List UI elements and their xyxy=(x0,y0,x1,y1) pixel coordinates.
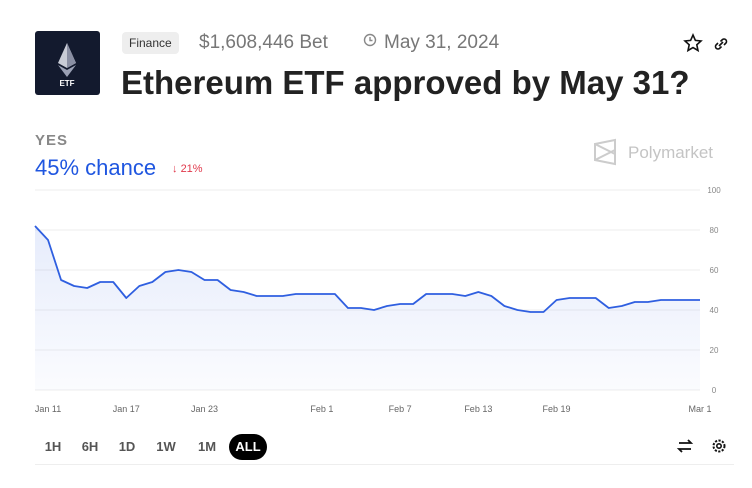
y-tick-label: 20 xyxy=(710,346,719,355)
link-button[interactable] xyxy=(712,35,730,53)
clock-icon xyxy=(363,33,377,47)
change-value: 21% xyxy=(180,163,203,175)
divider xyxy=(35,464,734,465)
category-tag[interactable]: Finance xyxy=(122,32,179,54)
range-button[interactable]: 1M xyxy=(197,439,217,454)
y-tick-label: 80 xyxy=(710,226,719,235)
swap-button[interactable] xyxy=(676,437,694,455)
range-button[interactable]: ALL xyxy=(229,434,267,460)
outcome-label: YES xyxy=(35,132,69,146)
y-tick-label: 40 xyxy=(710,306,719,315)
x-tick-label: Jan 23 xyxy=(191,404,218,414)
market-icon: ETF xyxy=(35,31,100,95)
x-tick-label: Jan 17 xyxy=(113,404,140,414)
line-area xyxy=(35,226,700,390)
range-button[interactable]: 1W xyxy=(156,439,176,454)
y-tick-label: 100 xyxy=(707,186,721,195)
range-button[interactable]: 6H xyxy=(81,439,99,454)
chart: 0 20 40 60 80 100 Jan 11 Jan 17 Jan 23 Feb 1 Feb 7… xyxy=(34,186,721,414)
change: ↓ 21% xyxy=(172,163,203,175)
y-tick-label: 60 xyxy=(710,266,719,275)
range-button[interactable]: 1D xyxy=(118,439,136,454)
y-tick-label: 0 xyxy=(712,386,717,395)
x-tick-label: Feb 7 xyxy=(389,404,412,414)
star-button[interactable] xyxy=(683,33,703,53)
x-tick-label: Jan 11 xyxy=(35,404,61,414)
market-title: Ethereum ETF approved by May 31? xyxy=(121,64,690,101)
settings-button[interactable] xyxy=(710,437,728,455)
eth-logo: ETF xyxy=(58,43,76,88)
x-tick-label: Feb 19 xyxy=(543,404,571,414)
range-button[interactable]: 1H xyxy=(44,439,62,454)
volume: $1,608,446 Bet xyxy=(199,32,328,53)
line xyxy=(34,225,700,313)
x-tick-label: Feb 13 xyxy=(464,404,492,414)
end-date: May 31, 2024 xyxy=(384,32,500,53)
chance: 45% chance xyxy=(35,155,157,180)
x-tick-label: Feb 1 xyxy=(310,404,333,414)
icon-label: ETF xyxy=(59,79,74,88)
brand: Polymarket xyxy=(628,143,714,162)
x-tick-label: Mar 1 xyxy=(688,404,711,414)
brand-logo xyxy=(594,138,616,166)
